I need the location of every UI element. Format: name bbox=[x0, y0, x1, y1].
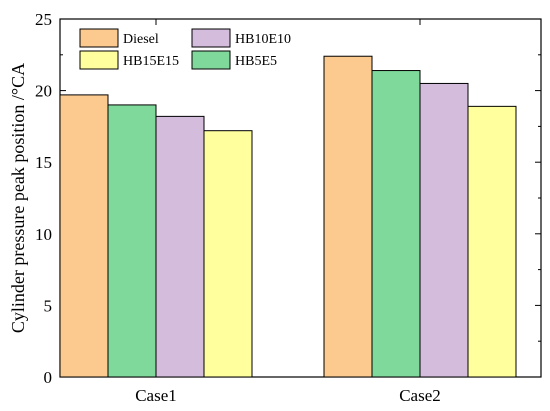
legend-label-hb15e15: HB15E15 bbox=[123, 54, 179, 69]
bar-hb5e5-case1 bbox=[107, 104, 157, 378]
bar-diesel-case2 bbox=[323, 55, 373, 378]
bar-hb10e10-case1 bbox=[155, 115, 205, 378]
y-tick-label: 10 bbox=[35, 225, 52, 244]
bar-hb5e5-case2 bbox=[371, 70, 421, 378]
y-axis-label: Cylinder pressure peak position /°CA bbox=[8, 63, 28, 333]
bar-hb10e10-case2 bbox=[419, 82, 469, 378]
x-tick-label: Case1 bbox=[135, 386, 177, 405]
y-tick-label: 25 bbox=[35, 10, 52, 29]
bar-hb15e15-case2 bbox=[467, 105, 517, 378]
bar-diesel-case1 bbox=[59, 94, 109, 378]
legend-swatch-hb10e10 bbox=[191, 28, 231, 48]
legend-swatch-hb15e15 bbox=[79, 50, 119, 70]
y-tick-label: 5 bbox=[44, 296, 53, 315]
bars bbox=[59, 55, 517, 378]
y-tick-label: 15 bbox=[35, 153, 52, 172]
x-tick-label: Case2 bbox=[399, 386, 441, 405]
bar-hb15e15-case1 bbox=[203, 130, 253, 378]
legend: Diesel HB10E10 HB15E15 HB5E5 bbox=[79, 28, 291, 70]
y-tick-label: 20 bbox=[35, 82, 52, 101]
legend-label-diesel: Diesel bbox=[123, 32, 159, 47]
legend-swatch-hb5e5 bbox=[191, 50, 231, 70]
legend-label-hb10e10: HB10E10 bbox=[235, 32, 291, 47]
x-axis: Case1 Case2 bbox=[135, 19, 441, 405]
legend-swatch-diesel bbox=[79, 28, 119, 48]
legend-label-hb5e5: HB5E5 bbox=[235, 54, 277, 69]
y-tick-label: 0 bbox=[44, 368, 53, 387]
